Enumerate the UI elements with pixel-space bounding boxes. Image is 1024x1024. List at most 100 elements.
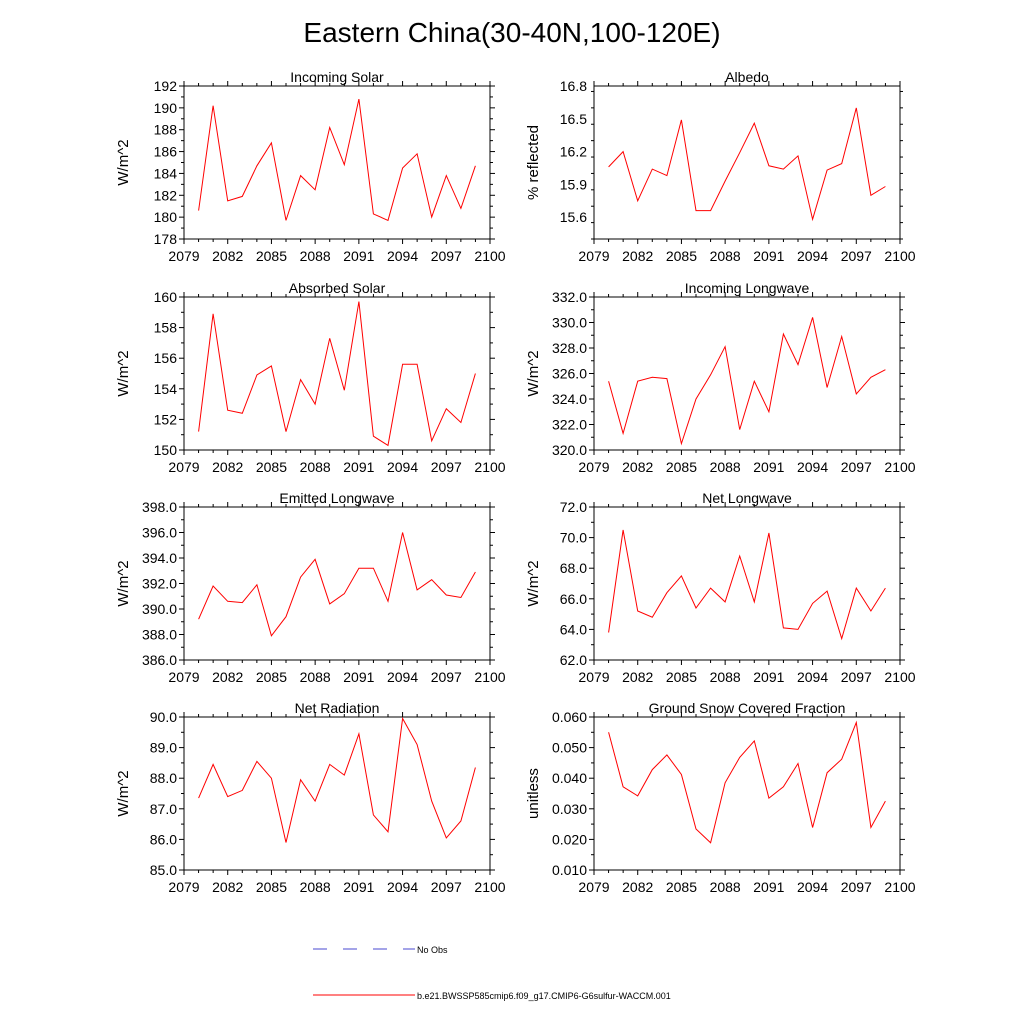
plot-frame — [183, 506, 491, 661]
x-tick-label: 2085 — [256, 879, 287, 895]
y-tick-label: 0.050 — [552, 740, 587, 756]
y-axis-label: W/m^2 — [525, 350, 542, 396]
y-tick-label: 190 — [154, 100, 178, 116]
y-tick-label: 390.0 — [142, 601, 177, 617]
y-tick-label: 0.010 — [552, 862, 587, 878]
y-tick-label: 154 — [154, 381, 178, 397]
x-tick-label: 2082 — [622, 669, 653, 685]
y-axis-label: % reflected — [525, 125, 542, 200]
x-tick-label: 2100 — [474, 879, 505, 895]
y-axis-label: W/m^2 — [115, 139, 132, 185]
legend: No Obs b.e21.BWSSP585cmip6.f09_g17.CMIP6… — [313, 945, 671, 1001]
x-tick-label: 2088 — [710, 459, 741, 475]
y-tick-label: 68.0 — [560, 560, 587, 576]
panels-group: Incoming Solar W/m^2 2079 2082 2085 2088 2091 2… — [115, 69, 916, 895]
x-tick-label: 2082 — [212, 248, 243, 264]
x-tick-label: 2088 — [710, 879, 741, 895]
panel-title: Net Longwave — [702, 490, 792, 506]
x-tick-label: 2094 — [797, 669, 828, 685]
y-axis-label: W/m^2 — [115, 560, 132, 606]
y-tick-label: 16.5 — [560, 111, 587, 127]
x-tick-label: 2091 — [343, 879, 374, 895]
series-line-0 — [198, 716, 476, 843]
x-tick-label: 2091 — [753, 669, 784, 685]
x-tick-label: 2082 — [622, 459, 653, 475]
y-tick-label: 86.0 — [150, 831, 177, 847]
y-tick-label: 150 — [154, 442, 178, 458]
x-tick-label: 2079 — [578, 669, 609, 685]
x-tick-label: 2091 — [753, 248, 784, 264]
x-tick-label: 2079 — [168, 879, 199, 895]
y-tick-label: 182 — [154, 187, 178, 203]
panel-title: Ground Snow Covered Fraction — [649, 700, 846, 716]
y-axis-label: W/m^2 — [525, 560, 542, 606]
y-axis-label: W/m^2 — [115, 350, 132, 396]
x-tick-label: 2082 — [622, 879, 653, 895]
series-line-0 — [608, 720, 886, 844]
plot-frame — [183, 85, 491, 240]
series-line-0 — [608, 107, 886, 222]
x-tick-label: 2079 — [578, 879, 609, 895]
panel-title: Incoming Solar — [290, 69, 384, 85]
y-tick-label: 156 — [154, 350, 178, 366]
x-tick-label: 2094 — [387, 248, 418, 264]
figure-title: Eastern China(30-40N,100-120E) — [303, 17, 720, 48]
legend-label-no-obs: No Obs — [417, 945, 448, 955]
panel-2: Absorbed Solar W/m^2 2079 2082 2085 2088 2091 2… — [115, 280, 506, 475]
x-tick-label: 2085 — [666, 459, 697, 475]
x-tick-label: 2091 — [753, 459, 784, 475]
x-tick-label: 2088 — [710, 669, 741, 685]
x-tick-label: 2085 — [256, 248, 287, 264]
y-tick-label: 0.060 — [552, 709, 587, 725]
y-tick-label: 15.6 — [560, 209, 587, 225]
series-line-0 — [198, 301, 476, 447]
series-line-0 — [608, 317, 886, 446]
y-tick-label: 160 — [154, 289, 178, 305]
x-tick-label: 2088 — [710, 248, 741, 264]
y-tick-label: 0.030 — [552, 801, 587, 817]
panel-title: Incoming Longwave — [685, 280, 810, 296]
panel-4: Emitted Longwave W/m^2 2079 2082 2085 2088 209… — [115, 490, 506, 685]
y-tick-label: 66.0 — [560, 591, 587, 607]
x-tick-label: 2097 — [841, 248, 872, 264]
x-tick-label: 2097 — [431, 248, 462, 264]
y-tick-label: 64.0 — [560, 621, 587, 637]
y-tick-label: 152 — [154, 411, 178, 427]
y-tick-label: 388.0 — [142, 627, 177, 643]
x-tick-label: 2100 — [474, 669, 505, 685]
y-tick-label: 178 — [154, 231, 178, 247]
panel-title: Absorbed Solar — [289, 280, 386, 296]
y-tick-label: 158 — [154, 320, 178, 336]
plot-frame — [183, 296, 491, 451]
y-tick-label: 0.020 — [552, 831, 587, 847]
x-tick-label: 2094 — [797, 248, 828, 264]
y-tick-label: 332.0 — [552, 289, 587, 305]
plot-frame — [593, 296, 901, 451]
y-tick-label: 88.0 — [150, 770, 177, 786]
x-tick-label: 2094 — [387, 879, 418, 895]
legend-label-model: b.e21.BWSSP585cmip6.f09_g17.CMIP6-G6sulf… — [417, 991, 671, 1001]
y-tick-label: 62.0 — [560, 652, 587, 668]
panel-6: Net Radiation W/m^2 2079 2082 2085 2088 2091 20… — [115, 700, 506, 895]
y-tick-label: 184 — [154, 165, 178, 181]
y-tick-label: 328.0 — [552, 340, 587, 356]
x-tick-label: 2097 — [431, 459, 462, 475]
y-tick-label: 15.9 — [560, 176, 587, 192]
y-tick-label: 85.0 — [150, 862, 177, 878]
x-tick-label: 2100 — [884, 879, 915, 895]
y-tick-label: 192 — [154, 78, 178, 94]
y-tick-label: 89.0 — [150, 740, 177, 756]
x-tick-label: 2082 — [212, 879, 243, 895]
x-tick-label: 2100 — [884, 459, 915, 475]
series-line-0 — [608, 529, 886, 641]
y-tick-label: 326.0 — [552, 366, 587, 382]
panel-5: Net Longwave W/m^2 2079 2082 2085 2088 2091 209… — [525, 490, 916, 685]
y-tick-label: 396.0 — [142, 525, 177, 541]
x-tick-label: 2085 — [256, 459, 287, 475]
x-tick-label: 2082 — [212, 459, 243, 475]
panel-1: Albedo % reflected 2079 2082 2085 2088 2091 209… — [525, 69, 916, 264]
y-tick-label: 398.0 — [142, 499, 177, 515]
y-tick-label: 16.8 — [560, 78, 587, 94]
x-tick-label: 2088 — [300, 459, 331, 475]
